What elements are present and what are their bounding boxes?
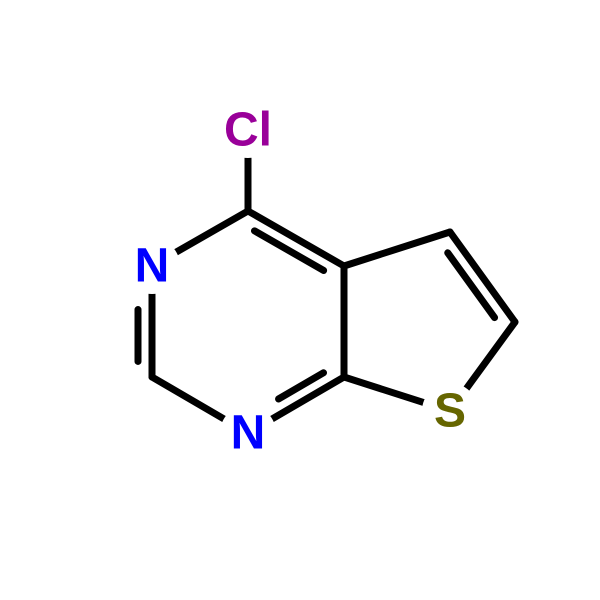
atom-label-s: S	[434, 385, 466, 438]
atom-label-n: N	[231, 407, 266, 460]
bond	[467, 322, 515, 388]
bond	[450, 232, 515, 322]
atom-label-n: N	[135, 240, 170, 293]
bond	[176, 211, 248, 252]
atom-label-cl: Cl	[224, 104, 272, 157]
labels-layer: N N Cl S	[124, 102, 478, 461]
bond	[344, 377, 423, 402]
molecule-diagram: N N Cl S	[0, 0, 600, 600]
bond	[344, 232, 450, 266]
bond	[152, 377, 224, 419]
bonds-layer	[138, 158, 515, 419]
